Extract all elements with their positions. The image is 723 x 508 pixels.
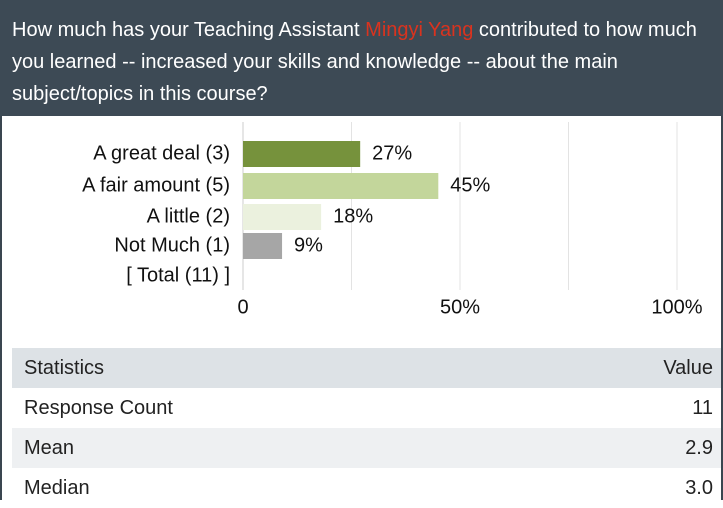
x-tick-label: 50%: [440, 296, 480, 318]
table-cell: Median: [24, 476, 90, 499]
table-cell: Response Count: [24, 396, 173, 419]
value-label: 18%: [333, 205, 373, 227]
ta-name: Mingyi Yang: [365, 19, 474, 41]
table-row: Mean 2.9: [12, 428, 721, 468]
column-header: Value: [663, 356, 713, 379]
table-cell: Mean: [24, 436, 75, 459]
table-cell: 11: [692, 396, 713, 419]
table-cell: 2.9: [685, 436, 713, 459]
value-label: 9%: [294, 234, 323, 256]
table-row: Median 3.0: [12, 468, 721, 508]
table-header-row: Statistics Value: [12, 348, 721, 388]
column-header: Statistics: [24, 356, 105, 379]
bar: [243, 204, 322, 230]
bar: [243, 233, 283, 259]
chart: 0 50% 100% A great deal (3) 27% A fair amount…: [82, 122, 703, 318]
category-label: A fair amount (5): [82, 174, 230, 196]
value-label: 45%: [450, 174, 490, 196]
x-tick-label: 100%: [651, 296, 702, 318]
value-label: 27%: [372, 142, 412, 164]
category-label: Not Much (1): [114, 234, 230, 256]
category-label: [ Total (11) ]: [126, 264, 230, 286]
title-text: How much has your Teaching Assistant: [12, 19, 366, 41]
bar: [243, 141, 361, 167]
category-label: A little (2): [147, 205, 230, 227]
category-label: A great deal (3): [93, 142, 230, 164]
x-tick-label: 0: [237, 296, 248, 318]
table-cell: 3.0: [685, 476, 713, 499]
table-row: Response Count 11: [12, 388, 721, 428]
question-header: How much has your Teaching Assistant Min…: [0, 0, 723, 116]
statistics-table: Statistics Value Response Count 11 Mean 2.9 Me…: [12, 348, 721, 508]
bar: [243, 173, 439, 199]
title-text: contributed to how much you learned -- i…: [12, 19, 697, 105]
